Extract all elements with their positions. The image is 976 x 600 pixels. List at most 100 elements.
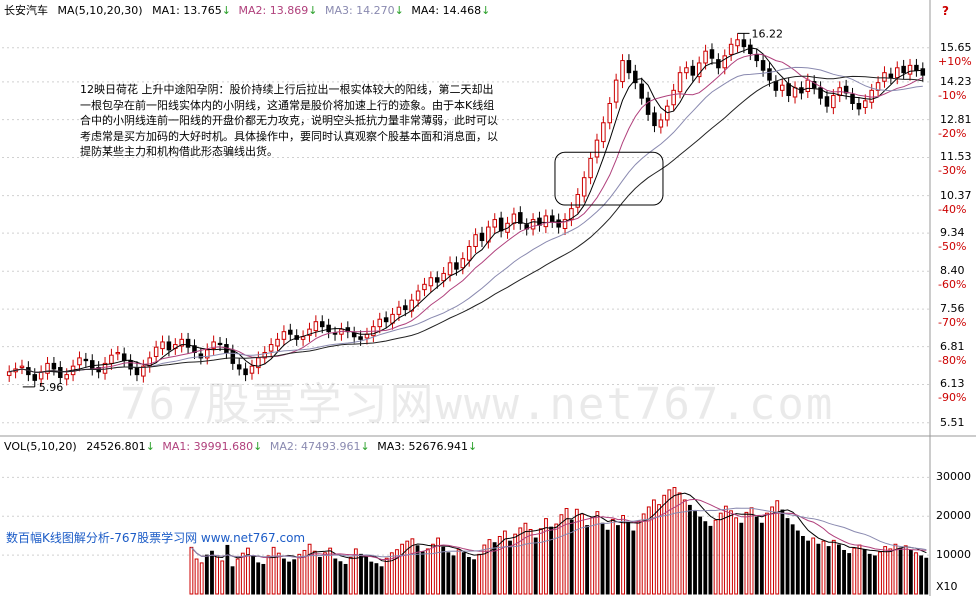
candle-body [77,357,82,366]
candle-body [32,374,38,381]
candle-body [396,306,402,315]
candle-body [102,362,108,374]
ma2-arrow-icon: ↓ [308,4,318,17]
volume-bar [790,524,795,595]
candle-body [179,338,184,347]
volume-bar [605,529,610,595]
candle-body [307,328,312,336]
candle-body [875,82,881,91]
volume-bar [564,508,569,595]
volume-bar [230,566,235,595]
pct-tick-label: -60% [938,278,967,292]
candle-body [735,39,740,47]
volume-bar [441,546,446,595]
candle-body [716,59,721,69]
volume-bar [395,549,399,595]
candle-body [64,374,69,380]
volume-bar [698,516,703,595]
candle-body [454,262,459,270]
volume-bar [903,545,908,595]
watermark: 767股票学习网www.net767.com [120,379,835,430]
volume-bar [770,506,775,595]
candle-body [671,89,676,106]
volume-bar [482,544,487,595]
candle-body [562,219,568,229]
low-value-label: 5.96 [39,381,64,394]
volume-bar [492,542,497,595]
candle-body [767,68,772,81]
candle-body [518,212,523,224]
candle-body [211,341,216,349]
candle-body [645,97,651,115]
candle-body [703,50,708,64]
ma10-line [9,53,924,373]
volume-bar [502,530,507,595]
volume-bar [317,556,322,595]
volume-bar [703,521,708,595]
volume-bar [538,528,543,595]
ma3-arrow-icon: ↓ [394,4,404,17]
candle-body [575,194,581,208]
volume-bar [369,561,374,595]
volume-bar [878,551,882,595]
price-tick-label: 9.34 [940,226,965,240]
volume-bar [723,505,728,595]
pct-tick-label: -90% [938,391,967,405]
volume-bar [194,558,199,595]
candle-body [364,333,370,339]
candle-body [83,358,89,362]
candle-body [141,365,146,377]
candle-body [313,321,319,332]
vol-ma5-line [191,492,927,563]
volume-bar [811,537,816,595]
help-icon[interactable]: ? [942,4,949,18]
volume-bar [287,561,291,595]
ma1-arrow-icon: ↓ [221,4,232,17]
caption-link[interactable]: 数百幅K线图解分析-767股票学习网 www.net767.com [6,531,306,545]
ma30-line [9,75,923,373]
volume-bar [729,510,733,595]
volume-bar [765,512,769,595]
volume-bar [256,562,261,595]
candle-body [38,371,44,380]
volume-bar [559,514,564,595]
candle-body [326,324,331,333]
volume-bar [353,548,358,595]
volume-bar [456,549,461,595]
candle-body [696,62,702,78]
candle-body [607,102,613,124]
volume-bar [754,516,759,595]
volume-bar [569,519,574,595]
candle-body [460,258,466,269]
price-tick-label: 15.65 [940,40,972,54]
volume-header: VOL(5,10,20) 24526.801↓ MA1: 39991.680↓ … [4,440,477,453]
volume-bar [657,504,661,595]
price-tick-label: 8.40 [940,264,965,278]
candle-body [243,368,248,376]
volume-bar [487,539,492,595]
candle-body [882,72,887,82]
candle-body [351,332,357,338]
candle-body [530,219,536,230]
candle-body [492,219,498,228]
candle-body [709,49,715,59]
candle-body [204,349,210,359]
volume-bar [215,556,220,595]
volume-bar [852,547,857,595]
volume-bar [646,506,651,595]
volume-bar [282,558,286,595]
candle-body [19,365,25,369]
price-tick-label: 14.23 [940,74,972,88]
volume-bar [749,507,754,595]
candle-body [850,93,855,104]
volume-bar [384,557,389,595]
volume-bar [235,558,240,595]
volume-bar [801,535,805,595]
volume-bar [924,557,929,595]
volume-bar [338,561,343,595]
volume-bar [374,563,379,595]
volume-bar [682,499,687,595]
volume-bar [297,553,302,595]
volume-bar [667,489,672,595]
vol-ma20-line [191,507,927,558]
